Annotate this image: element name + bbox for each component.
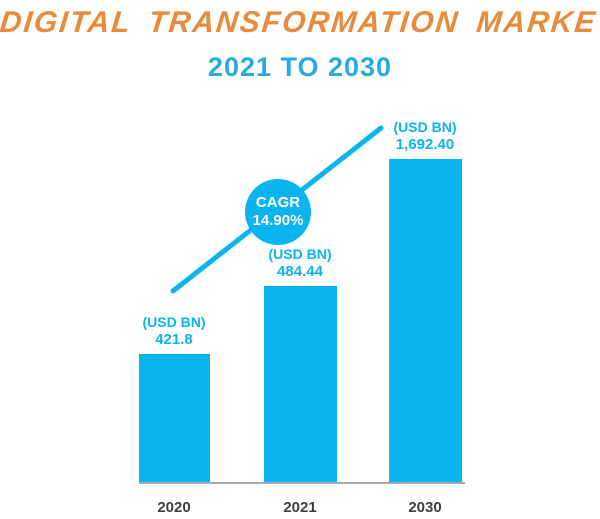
bar-2021	[264, 286, 337, 484]
x-axis-line	[139, 482, 465, 484]
value-text: 1,692.40	[395, 136, 455, 153]
unit-label: (USD BN)	[142, 314, 206, 330]
page-subtitle: 2021 TO 2030	[207, 52, 393, 82]
x-tick-2030: 2030	[408, 499, 442, 516]
cagr-badge: CAGR 14.90%	[245, 179, 311, 245]
value-text: 421.8	[155, 331, 193, 348]
bar-2030	[389, 159, 462, 484]
value-label-2020: (USD BN) 421.8	[104, 314, 244, 348]
value-text: 484.44	[277, 263, 323, 280]
value-label-2030: (USD BN) 1,692.40	[355, 119, 495, 153]
x-tick-2020: 2020	[157, 499, 191, 516]
unit-label: (USD BN)	[268, 246, 332, 262]
cagr-value: 14.90%	[252, 212, 304, 229]
cagr-label: CAGR	[255, 194, 301, 211]
unit-label: (USD BN)	[393, 119, 457, 135]
bar-2020	[139, 354, 210, 484]
x-tick-2021: 2021	[283, 499, 317, 516]
value-label-2021: (USD BN) 484.44	[230, 246, 370, 280]
